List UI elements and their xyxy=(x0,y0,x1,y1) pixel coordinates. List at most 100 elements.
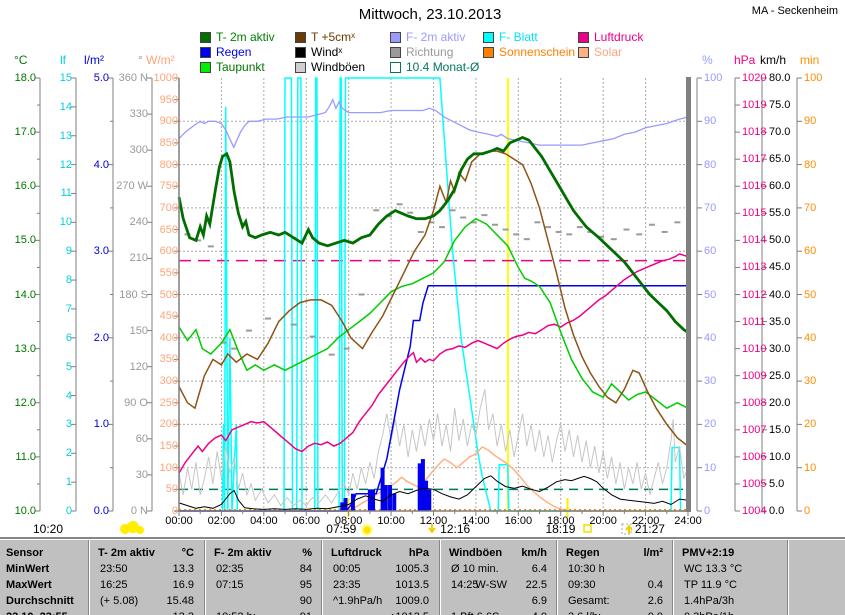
pressure-axis-tick-label: 1016 xyxy=(742,180,767,193)
series-regen_rate-bar xyxy=(417,463,422,511)
wind-axis-tick-label: 5.0 xyxy=(769,477,785,490)
humidity-axis-tick-label: 0 xyxy=(704,505,711,517)
table-column-divider xyxy=(556,540,558,615)
legend-label: 10.4 Monat-Ø xyxy=(406,60,480,74)
wind-axis-tick-label: 30.0 xyxy=(769,342,791,355)
legend-item-f-2m-aktiv: F- 2m aktiv xyxy=(390,31,500,44)
x-axis-label: 08:00 xyxy=(334,515,363,527)
table-cell-value: 16.9 xyxy=(172,579,194,591)
sunshine-axis-header: min xyxy=(800,53,820,67)
rain-axis-tick-label: 4.0 xyxy=(93,158,109,171)
table-cell-text: 1.4hPa/3h xyxy=(684,595,735,607)
sunshine-axis-tick-label: 0 xyxy=(804,505,811,517)
pressure-axis-tick-label: 1020 xyxy=(742,72,767,84)
humidity-axis-tick-label: 90 xyxy=(704,115,717,128)
legend-label: Windˣ xyxy=(311,45,343,59)
table-cell-value: 13.3 xyxy=(172,563,194,575)
wind-axis-tick-label: 20.0 xyxy=(769,396,791,409)
temp-axis-tick-label: 15.0 xyxy=(14,234,36,247)
table-cell-text: 07:15 xyxy=(216,579,244,591)
sunrise-sun-icon xyxy=(361,524,373,536)
table-header-T- 2m aktiv: T- 2m aktiv xyxy=(98,547,155,559)
legend-swatch xyxy=(200,32,211,43)
table-header-Windböen: Windböen xyxy=(449,547,503,559)
x-axis-label: 12:00 xyxy=(419,515,448,527)
wind-axis-tick-label: 60.0 xyxy=(769,180,791,193)
sunshine-axis-tick-label: 90 xyxy=(804,115,817,128)
leafwet-axis-tick-label: 11 xyxy=(60,187,72,200)
table-cell-mid: W-SW xyxy=(475,579,507,591)
solar-axis-header: W/m² xyxy=(146,53,175,67)
table-cell-text: (+ 5.08) xyxy=(100,595,139,607)
pressure-axis-tick-label: 1008 xyxy=(742,396,767,409)
table-cell-value: 6.4 xyxy=(531,563,547,575)
legend-item-taupunkt: Taupunkt xyxy=(200,61,310,74)
sunshine-axis-tick-label: 100 xyxy=(804,72,823,84)
table-cell-text: 23:50 xyxy=(100,563,128,575)
rain-axis-tick-label: 3.0 xyxy=(93,245,109,258)
solar-axis-tick-label: 350 xyxy=(159,353,178,366)
table-cell-text: Gesamt: xyxy=(568,595,610,607)
temp-axis-header: °C xyxy=(14,53,28,67)
direction-axis-tick-label: 0 N xyxy=(130,505,148,517)
x-axis-label: 02:00 xyxy=(207,515,236,527)
series-taupunkt xyxy=(178,217,689,410)
rain-axis-tick-label: 5.0 xyxy=(93,72,109,84)
pressure-axis-tick-label: 1009 xyxy=(742,369,767,382)
solar-axis-tick-label: 550 xyxy=(159,266,178,279)
humidity-axis-tick-label: 20 xyxy=(704,418,717,431)
solar-axis-tick-label: 100 xyxy=(159,461,178,474)
wind-axis-tick-label: 45.0 xyxy=(769,261,791,274)
legend-item-f-blatt: F- Blatt xyxy=(483,31,593,44)
direction-axis-tick-label: 300 xyxy=(129,144,148,157)
table-header-Sensor: Sensor xyxy=(6,547,44,559)
rain-axis-tick-label: 2.0 xyxy=(93,331,109,344)
direction-axis-tick-label: 90 O xyxy=(124,396,148,409)
legend-label: Richtung xyxy=(406,45,454,59)
wind-axis-tick-label: 0.0 xyxy=(769,505,785,517)
legend-label: Solar xyxy=(594,45,623,59)
rain-axis-header: l/m² xyxy=(84,53,104,67)
table-cell-value: 22.5 xyxy=(525,579,547,591)
leafwet-axis-tick-label: 2 xyxy=(65,447,72,460)
legend-swatch xyxy=(578,32,589,43)
legend-label: Sonnenschein xyxy=(499,45,576,59)
table-cell-value: 84 xyxy=(299,563,312,575)
table-cell-value: 2.6 xyxy=(647,595,663,607)
pressure-axis-tick-label: 1007 xyxy=(742,423,767,436)
table-cell-text: 10:52 h: xyxy=(216,611,256,615)
pressure-axis-tick-label: 1017 xyxy=(742,153,767,166)
temp-axis-tick-label: 12.0 xyxy=(14,396,36,409)
wind-axis-tick-label: 65.0 xyxy=(769,153,791,166)
station-name: MA - Seckenheim xyxy=(751,5,838,17)
series-regen_rate-bar xyxy=(343,498,348,511)
legend-swatch xyxy=(295,47,306,58)
table-cell-value: 90 xyxy=(299,595,312,607)
pressure-axis-tick-label: 1014 xyxy=(742,234,767,247)
sunshine-axis-tick-label: 60 xyxy=(804,245,817,258)
direction-axis-tick-label: 270 W xyxy=(116,180,148,193)
table-cell-text: 10:30 h xyxy=(568,563,605,575)
x-axis-label: 24:00 xyxy=(674,515,702,527)
pressure-axis-tick-label: 1019 xyxy=(742,99,767,112)
leafwet-axis-tick-label: 14 xyxy=(59,100,72,113)
x-axis-label: 18:00 xyxy=(546,515,575,527)
table-column-divider xyxy=(672,540,674,615)
series-temperatur xyxy=(177,135,689,334)
leafwet-axis-header: lf xyxy=(60,53,66,67)
legend-swatch xyxy=(483,47,494,58)
series-regen_rate-bar xyxy=(367,489,372,511)
solar-axis-tick-label: 300 xyxy=(159,375,178,388)
leafwet-axis-tick-label: 6 xyxy=(65,331,72,344)
legend-item-sonnenschein: Sonnenschein xyxy=(483,46,593,59)
leafwet-axis-tick-label: 9 xyxy=(65,245,72,258)
legend-swatch xyxy=(295,32,306,43)
sunshine-axis-tick-label: 70 xyxy=(804,201,817,214)
solar-axis-tick-label: 600 xyxy=(159,245,178,258)
table-cell-value: 1009.0 xyxy=(395,595,429,607)
table-cell-value: 0.0 xyxy=(558,611,663,615)
leafwet-axis-tick-label: 8 xyxy=(65,274,72,287)
series-regen_rate-bar xyxy=(427,489,432,511)
temp-axis-tick-label: 10.0 xyxy=(14,505,36,517)
